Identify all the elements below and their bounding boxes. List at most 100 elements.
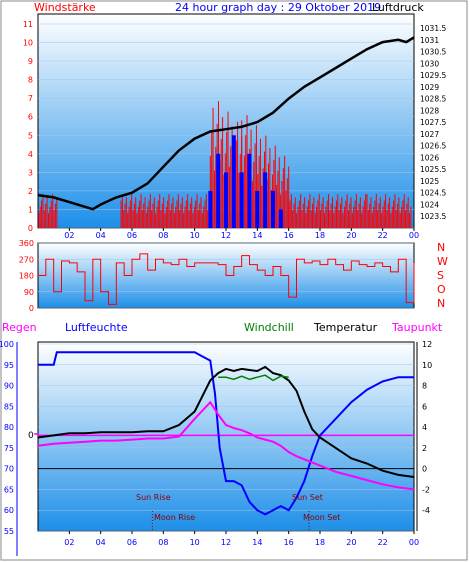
humidity-tick-label: 95 — [4, 361, 14, 370]
humidity-tick-label: 90 — [4, 382, 14, 391]
pressure-tick-label: 1023.5 — [420, 212, 446, 221]
direction-tick-label: 0 — [29, 304, 34, 313]
pressure-tick-label: 1028.5 — [420, 95, 446, 104]
wind-avg-bar — [231, 135, 236, 228]
wind-tick-label: 4 — [28, 150, 33, 159]
bottom-time-label: 16 — [284, 538, 294, 547]
pressure-tick-label: 1027.5 — [420, 118, 446, 127]
direction-letter: W — [437, 255, 448, 268]
moon-set-label: Moon Set — [303, 513, 340, 522]
bottom-time-label: 06 — [127, 538, 137, 547]
pressure-tick-label: 1031.5 — [420, 24, 446, 33]
temperature-tick-label: 8 — [422, 382, 427, 391]
wind-tick-label: 5 — [28, 131, 33, 140]
direction-tick-label: 360 — [19, 239, 34, 248]
bottom-time-label: 18 — [315, 538, 325, 547]
top-time-label: 12 — [221, 231, 231, 240]
direction-tick-label: 270 — [19, 255, 34, 264]
wind-tick-label: 2 — [28, 187, 33, 196]
top-time-label: 08 — [158, 231, 168, 240]
top-time-label: 20 — [346, 231, 356, 240]
humidity-tick-label: 75 — [4, 444, 14, 453]
temperature-tick-label: 4 — [422, 423, 427, 432]
windchill-line — [218, 374, 289, 382]
humidity-tick-label: 60 — [4, 506, 14, 515]
top-time-label: 04 — [96, 231, 106, 240]
wind-tick-label: 11 — [23, 20, 33, 29]
pressure-tick-label: 1024 — [420, 200, 439, 209]
humidity-tick-label: 55 — [4, 527, 14, 536]
wind-tick-label: 1 — [28, 205, 33, 214]
humidity-temperature-plot-area — [37, 341, 415, 532]
bottom-time-label: 10 — [190, 538, 200, 547]
temperature-tick-label: 10 — [422, 361, 432, 370]
wind-avg-bar — [278, 209, 283, 228]
sun-rise-label: Sun Rise — [136, 493, 171, 502]
windchill-legend: Windchill — [244, 321, 294, 334]
wind-tick-label: 6 — [28, 113, 33, 122]
temperature-tick-label: -4 — [422, 506, 430, 515]
wind-tick-label: 9 — [28, 57, 33, 66]
humidity-axis-title: Luftfeuchte — [65, 321, 128, 334]
top-time-label: 00 — [409, 231, 419, 240]
humidity-tick-label: 85 — [4, 402, 14, 411]
bottom-time-label: 08 — [158, 538, 168, 547]
direction-letter: O — [437, 283, 446, 296]
humidity-tick-label: 80 — [4, 423, 14, 432]
temperature-line — [37, 365, 415, 478]
wind-avg-bar — [271, 190, 275, 228]
moon-rise-label: Moon Rise — [154, 513, 195, 522]
bottom-time-label: 12 — [221, 538, 231, 547]
pressure-tick-label: 1029 — [420, 83, 439, 92]
pressure-tick-label: 1031 — [420, 36, 439, 45]
dewpoint-legend: Taupunkt — [391, 321, 443, 334]
temperature-tick-label: 2 — [422, 444, 427, 453]
sun-set-label: Sun Set — [292, 493, 323, 502]
wind-avg-bar — [208, 190, 213, 228]
rain-axis-value: 0 — [28, 431, 34, 441]
wind-avg-bar — [239, 172, 244, 228]
temperature-tick-label: 6 — [422, 402, 427, 411]
top-time-label: 18 — [315, 231, 325, 240]
humidity-tick-label: 100 — [0, 340, 14, 349]
pressure-tick-label: 1027 — [420, 130, 439, 139]
wind-tick-label: 3 — [28, 168, 33, 177]
bottom-time-label: 04 — [96, 538, 106, 547]
wind-avg-bar — [224, 172, 228, 228]
wind-avg-bar — [255, 190, 260, 228]
direction-letter: N — [437, 297, 445, 310]
humidity-tick-label: 70 — [4, 465, 14, 474]
pressure-tick-label: 1025.5 — [420, 165, 446, 174]
humidity-tick-label: 65 — [4, 485, 14, 494]
bottom-time-label: 22 — [378, 538, 388, 547]
wind-avg-bar — [247, 153, 252, 228]
pressure-line — [37, 36, 415, 211]
wind-tick-label: 0 — [28, 224, 33, 233]
wind-tick-label: 10 — [23, 39, 33, 48]
direction-letter: N — [437, 241, 445, 254]
wind-avg-bar — [263, 172, 268, 228]
humidity-line — [38, 351, 414, 516]
pressure-axis-title: Luftdruck — [372, 1, 424, 14]
graph-title: 24 hour graph day : 29 Oktober 2019 — [175, 1, 381, 14]
dewpoint-line — [37, 400, 415, 491]
pressure-tick-label: 1024.5 — [420, 189, 446, 198]
direction-tick-label: 180 — [19, 272, 34, 281]
top-time-label: 16 — [284, 231, 294, 240]
top-time-label: 06 — [127, 231, 137, 240]
wind-axis-title: Windstärke — [34, 1, 96, 14]
temperature-legend: Temperatur — [313, 321, 378, 334]
wind-tick-label: 7 — [28, 94, 33, 103]
bottom-time-label: 02 — [64, 538, 74, 547]
wind-avg-bar — [216, 153, 221, 228]
pressure-tick-label: 1028 — [420, 106, 439, 115]
wind-direction-line — [38, 253, 415, 305]
pressure-tick-label: 1025 — [420, 177, 439, 186]
pressure-tick-label: 1026 — [420, 153, 439, 162]
temperature-tick-label: 0 — [422, 465, 427, 474]
bottom-time-label: 14 — [252, 538, 262, 547]
rain-axis-title: Regen — [2, 321, 37, 334]
top-time-label: 10 — [190, 231, 200, 240]
direction-tick-label: 90 — [24, 288, 34, 297]
